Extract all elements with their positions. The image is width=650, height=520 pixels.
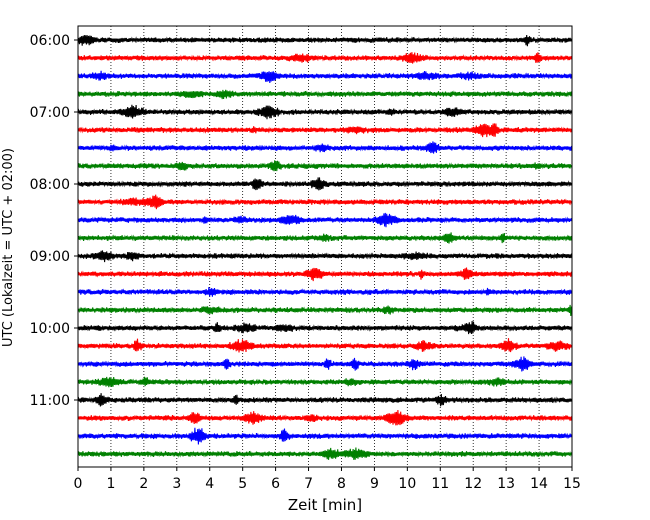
trace-line [77, 177, 573, 191]
x-tick-label: 7 [304, 476, 313, 492]
x-tick-label: 2 [139, 476, 148, 492]
plot-frame [77, 25, 573, 468]
trace-line [77, 304, 573, 317]
y-tick-label: 11:00 [30, 393, 70, 409]
trace-line [77, 286, 573, 297]
trace-line [77, 194, 573, 210]
x-tick-label: 11 [431, 476, 449, 492]
trace-line [77, 123, 573, 138]
x-tick-label: 8 [337, 476, 346, 492]
x-tick-label: 3 [172, 476, 181, 492]
x-tick-label: 5 [238, 476, 247, 492]
x-tick-label: 1 [106, 476, 115, 492]
x-tick-label: 14 [530, 476, 548, 492]
trace-line [77, 320, 573, 335]
x-tick-label: 15 [563, 476, 581, 492]
trace-line [77, 410, 573, 426]
y-axis-ticks: 06:00 07:00 08:00 09:00 10:00 11:00 [30, 33, 78, 409]
x-tick-label: 9 [370, 476, 379, 492]
trace-line [77, 232, 573, 244]
seismic-traces [77, 34, 573, 460]
trace-line [77, 141, 573, 154]
trace-line [77, 89, 573, 100]
trace-line [77, 356, 573, 372]
x-tick-label: 10 [398, 476, 416, 492]
trace-line [77, 376, 573, 388]
y-tick-label: 10:00 [30, 321, 70, 337]
trace-line [77, 70, 573, 84]
x-tick-label: 0 [74, 476, 83, 492]
x-axis-title: Zeit [min] [288, 496, 362, 514]
trace-line [77, 34, 573, 47]
y-tick-label: 06:00 [30, 33, 70, 49]
trace-line [77, 338, 573, 353]
trace-line [77, 52, 573, 64]
x-axis-ticks: 0 1 2 3 4 5 6 7 8 9 10 11 12 13 14 15 [74, 467, 581, 492]
trace-line [77, 427, 573, 445]
trace-line [77, 104, 573, 120]
trace-line [77, 393, 573, 407]
x-tick-label: 6 [271, 476, 280, 492]
y-tick-label: 07:00 [30, 105, 70, 121]
trace-line [77, 267, 573, 282]
y-tick-label: 09:00 [30, 249, 70, 265]
trace-line [77, 212, 573, 228]
x-tick-label: 4 [205, 476, 214, 492]
x-tick-label: 13 [497, 476, 515, 492]
y-axis-title: UTC (Lokalzeit = UTC + 02:00) [1, 148, 16, 347]
trace-line [77, 447, 573, 460]
trace-line [77, 160, 573, 172]
x-tick-label: 12 [464, 476, 482, 492]
trace-line [77, 250, 573, 263]
y-tick-label: 08:00 [30, 177, 70, 193]
